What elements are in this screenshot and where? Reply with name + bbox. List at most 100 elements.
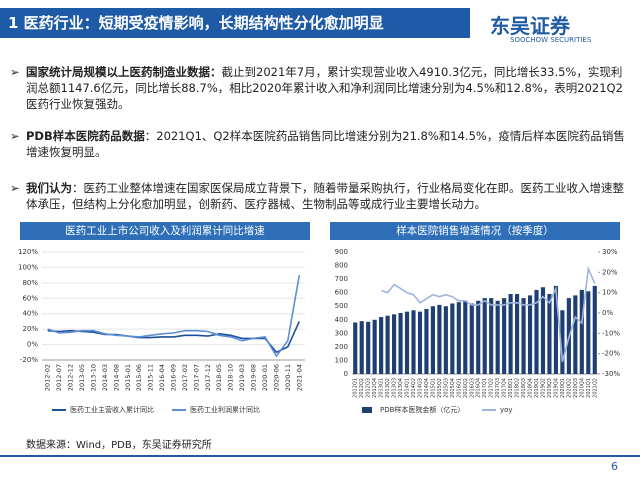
x-tick-label: 2013Q2 [385,378,391,398]
y-tick-label: 0% [27,341,38,349]
y2-tick-label: 20% [602,268,618,276]
x-tick-label: 2012Q1 [353,378,359,398]
x-tick-label: 2019Q2 [540,378,546,398]
bar [482,298,487,374]
x-tick-label: 2017-12 [204,364,212,391]
x-tick-label: 2014Q1 [405,378,411,398]
x-tick-label: 2013Q3 [392,378,398,398]
bar [366,321,371,374]
bar [547,294,552,374]
y-tick-label: 900 [335,248,348,256]
bar [404,311,410,374]
bar [379,317,384,374]
x-tick-label: 2012Q4 [372,378,378,398]
bullet-lead: PDB样本医院药品数据 [26,129,145,143]
x-tick-label: 2021Q1 [586,378,592,398]
bullet-lead: 国家统计局规模以上医药制造业数据： [26,65,222,79]
x-tick-label: 2019-08 [250,364,258,391]
bar [521,298,526,374]
bar [359,321,364,374]
footer-line [0,455,640,457]
x-tick-label: 2017Q2 [489,378,495,398]
x-tick-label: 2021-04 [295,364,303,391]
x-tick-label: 2013Q4 [398,378,404,398]
x-tick-label: 2017Q4 [502,378,508,398]
bar [411,310,416,374]
legend-label: 医药工业主营收入累计同比 [70,405,154,414]
y-tick-label: 500 [335,302,348,310]
bar [456,302,461,374]
x-tick-label: 2015-01 [124,364,132,391]
x-tick-label: 2020-11 [284,364,292,391]
bar [430,306,435,374]
x-tick-label: 2016Q3 [469,378,475,398]
bar [443,306,448,374]
x-tick-label: 2020Q3 [573,378,579,398]
page-number: 6 [611,460,618,473]
x-tick-label: 2021Q2 [592,378,598,398]
x-tick-label: 2020Q2 [566,378,572,398]
bar [417,311,423,374]
legend-label: 医药工业利润累计同比 [190,405,260,414]
y-tick-label: -20% [20,356,38,364]
y-tick-label: 20% [22,325,38,333]
bullet-text: ：2021Q1、Q2样本医院药品销售同比增速分别为21.8%和14.5%，疫情后… [26,129,625,159]
x-tick-label: 2015Q4 [450,378,456,398]
bar [469,303,474,374]
bar [540,287,546,374]
bar [437,304,442,374]
y-tick-label: 600 [335,289,348,297]
bullet: 我们认为：医药工业整体增速在国家医保局成立背景下，随着带量采购执行，行业格局变化… [10,180,630,212]
x-tick-label: 2012-07 [55,364,63,391]
logo-en: SOOCHOW SECURITIES [510,36,592,44]
bar [527,295,533,374]
legend-swatch [362,407,372,413]
bar [476,300,481,374]
bar [560,310,565,374]
x-tick-label: 2018Q1 [508,378,514,398]
x-tick-label: 2013-10 [89,364,97,391]
bar [586,291,591,374]
y2-tick-label: -10% [602,329,620,337]
y-tick-label: 120% [18,248,38,256]
y2-tick-label: 10% [602,289,618,297]
x-tick-label: 2014Q3 [417,378,423,398]
slide-title: 1 医药行业：短期受疫情影响，长期结构性分化愈加明显 [0,8,470,38]
y2-tick-label: -30% [602,370,620,378]
bar [489,298,494,374]
x-tick-label: 2017-07 [192,364,200,391]
bar [450,303,455,374]
x-tick-label: 2020Q1 [560,378,566,398]
x-tick-label: 2012-12 [67,364,75,391]
x-tick-label: 2016Q4 [476,378,482,398]
bar [495,300,500,374]
y-tick-label: 100% [18,263,38,271]
x-tick-label: 2019-03 [238,364,246,391]
y-tick-label: 700 [335,275,348,283]
bar [385,315,390,374]
y2-tick-label: -20% [602,350,620,358]
bar [508,294,513,374]
x-tick-label: 2013-05 [78,364,86,391]
x-tick-label: 2014-08 [112,364,120,391]
bullet: PDB样本医院药品数据：2021Q1、Q2样本医院药品销售同比增速分别为21.8… [10,128,630,160]
logo: 东吴证券 [490,14,570,38]
bar [553,285,558,374]
x-tick-label: 2016Q1 [456,378,462,398]
bar [579,289,584,374]
bar [534,289,539,374]
y2-tick-label: 0% [602,309,613,317]
x-tick-label: 2018-05 [215,364,223,391]
bar [372,319,377,374]
bar [424,308,429,374]
bullet: 国家统计局规模以上医药制造业数据：截止到2021年7月，累计实现营业收入4910… [10,64,630,112]
x-tick-label: 2015Q1 [430,378,436,398]
x-tick-label: 2016-09 [170,364,178,391]
x-tick-label: 2012Q3 [366,378,372,398]
chart-title: 样本医院销售增速情况（按季度） [330,222,620,240]
y-tick-label: 0 [344,370,348,378]
x-tick-label: 2015-11 [147,364,155,391]
y2-tick-label: 30% [602,248,618,256]
chart-title: 医药工业上市公司收入及利润累计同比增速 [20,222,310,240]
